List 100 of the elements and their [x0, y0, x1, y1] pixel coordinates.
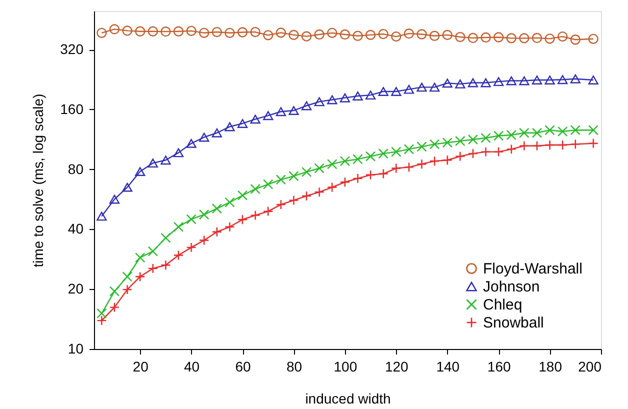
point	[250, 210, 260, 220]
point	[588, 125, 598, 136]
point	[109, 194, 120, 204]
point	[237, 27, 248, 38]
point	[378, 87, 388, 96]
point	[122, 272, 132, 282]
point	[588, 76, 598, 84]
point	[365, 170, 376, 180]
point	[480, 146, 491, 157]
point	[365, 90, 376, 100]
point	[544, 125, 555, 136]
y-tick-label: 40	[68, 220, 84, 237]
point	[494, 146, 504, 157]
point	[327, 28, 338, 38]
point	[135, 167, 146, 176]
point	[391, 87, 402, 96]
y-tick-label: 80	[68, 160, 84, 177]
point	[237, 214, 248, 225]
point	[506, 130, 516, 140]
point	[544, 34, 555, 44]
point	[135, 252, 146, 263]
point	[96, 212, 107, 221]
point	[109, 302, 120, 312]
point	[327, 159, 338, 170]
point	[237, 119, 248, 128]
point	[404, 144, 414, 154]
point	[276, 107, 286, 116]
point	[276, 174, 286, 185]
point	[314, 97, 324, 106]
point	[455, 79, 466, 88]
point	[237, 190, 248, 200]
point	[442, 155, 452, 166]
point	[212, 226, 222, 237]
point	[506, 144, 516, 154]
point	[378, 168, 388, 179]
point	[160, 156, 171, 165]
point	[340, 29, 350, 40]
point	[173, 222, 184, 232]
point	[173, 250, 184, 260]
y-tick-label: 10	[68, 340, 84, 356]
point	[429, 139, 440, 150]
point	[570, 34, 580, 45]
point	[276, 200, 286, 210]
x-tick-label: 160	[487, 358, 511, 374]
point	[480, 132, 491, 144]
point	[378, 148, 388, 159]
point	[314, 186, 324, 198]
point	[173, 26, 184, 36]
point	[148, 246, 158, 256]
point	[416, 159, 427, 170]
point	[480, 78, 491, 88]
point	[544, 140, 555, 150]
point	[519, 128, 530, 138]
point	[327, 95, 338, 104]
point	[494, 32, 504, 42]
legend-label: Johnson	[483, 278, 540, 296]
point	[276, 28, 286, 38]
point	[224, 222, 235, 232]
x-tick-label: 100	[334, 358, 358, 374]
point	[250, 114, 260, 124]
point	[442, 138, 452, 148]
point	[340, 156, 350, 166]
point	[519, 33, 530, 44]
point	[301, 101, 312, 110]
point	[199, 209, 210, 220]
point	[429, 82, 440, 92]
point	[148, 26, 158, 36]
point	[340, 93, 350, 102]
point	[250, 26, 260, 38]
point	[506, 76, 516, 86]
point	[519, 76, 530, 86]
point	[352, 173, 363, 184]
legend-label: Floyd-Warshall	[483, 260, 582, 278]
point	[532, 140, 542, 151]
point	[160, 260, 171, 270]
point	[468, 134, 478, 145]
legend-label: Chleq	[483, 296, 522, 314]
point	[494, 77, 504, 86]
point	[442, 78, 452, 88]
x-tick-label: 120	[384, 358, 409, 374]
point	[558, 75, 568, 84]
point	[455, 32, 466, 42]
point	[558, 31, 568, 42]
point	[199, 235, 210, 246]
point	[301, 31, 312, 42]
point	[494, 130, 504, 141]
point	[186, 242, 196, 252]
point	[250, 184, 260, 194]
point	[429, 156, 440, 166]
x-tick-label: 80	[286, 358, 302, 374]
point	[135, 272, 146, 282]
point	[212, 204, 222, 214]
point	[404, 84, 414, 94]
legend-label: Snowball	[483, 314, 544, 332]
point	[314, 163, 324, 174]
point	[186, 138, 196, 148]
point	[352, 154, 363, 164]
point	[288, 106, 299, 116]
point	[199, 28, 210, 38]
point	[122, 182, 132, 192]
